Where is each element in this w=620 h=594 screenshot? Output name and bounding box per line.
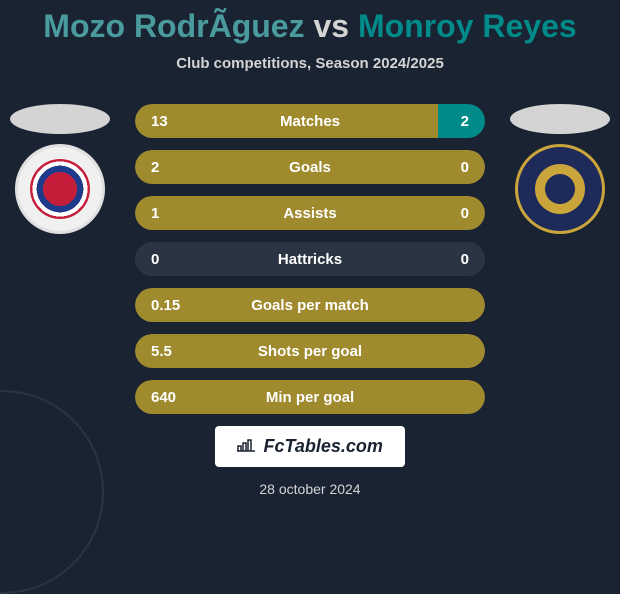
stat-value-left: 1 [151,205,159,222]
chivas-logo-icon [30,159,90,219]
stat-row: 0 Hattricks 0 [135,242,485,276]
stat-value-left: 640 [151,389,176,406]
stat-label: Matches [280,113,340,130]
player2-name: Monroy Reyes [358,8,577,44]
stats-container: 13 Matches 2 2 Goals 0 1 Assists 0 0 Hattricks 0 0.1… [135,104,485,414]
stat-content: 0.15 Goals per match [135,288,485,322]
stat-label: Assists [283,205,336,222]
player2-club-logo [515,144,605,234]
player1-club-logo [15,144,105,234]
chart-icon [237,438,255,457]
stat-row: 640 Min per goal [135,380,485,414]
stat-value-left: 5.5 [151,343,172,360]
header: Mozo RodrÃ­guez vs Monroy Reyes Club com… [0,0,620,72]
stat-value-left: 13 [151,113,168,130]
comparison-title: Mozo RodrÃ­guez vs Monroy Reyes [0,8,620,45]
stat-content: 0 Hattricks 0 [135,242,485,276]
player1-head-placeholder [10,104,110,134]
stat-label: Goals [289,159,331,176]
stat-row: 5.5 Shots per goal [135,334,485,368]
player2-head-placeholder [510,104,610,134]
subtitle: Club competitions, Season 2024/2025 [0,55,620,72]
pumas-logo-icon [535,164,585,214]
stat-content: 640 Min per goal [135,380,485,414]
date-text: 28 october 2024 [0,481,620,497]
player1-avatar [10,104,110,234]
stat-content: 5.5 Shots per goal [135,334,485,368]
stat-value-right: 0 [461,159,469,176]
brand-badge: FcTables.com [215,426,405,467]
stat-value-right: 0 [461,251,469,268]
stat-value-left: 0.15 [151,297,180,314]
content: 13 Matches 2 2 Goals 0 1 Assists 0 0 Hattricks 0 0.1… [0,104,620,414]
stat-row: 1 Assists 0 [135,196,485,230]
stat-content: 13 Matches 2 [135,104,485,138]
footer: FcTables.com 28 october 2024 [0,426,620,497]
stat-label: Goals per match [251,297,369,314]
stat-value-left: 0 [151,251,159,268]
stat-row: 0.15 Goals per match [135,288,485,322]
brand-text: FcTables.com [264,436,383,456]
stat-label: Hattricks [278,251,342,268]
stat-row: 13 Matches 2 [135,104,485,138]
player2-avatar [510,104,610,234]
stat-content: 1 Assists 0 [135,196,485,230]
stat-value-left: 2 [151,159,159,176]
stat-value-right: 2 [461,113,469,130]
vs-text: vs [313,8,349,44]
stat-label: Shots per goal [258,343,362,360]
stat-row: 2 Goals 0 [135,150,485,184]
stat-content: 2 Goals 0 [135,150,485,184]
player1-name: Mozo RodrÃ­guez [43,8,304,44]
stat-value-right: 0 [461,205,469,222]
stat-label: Min per goal [266,389,354,406]
